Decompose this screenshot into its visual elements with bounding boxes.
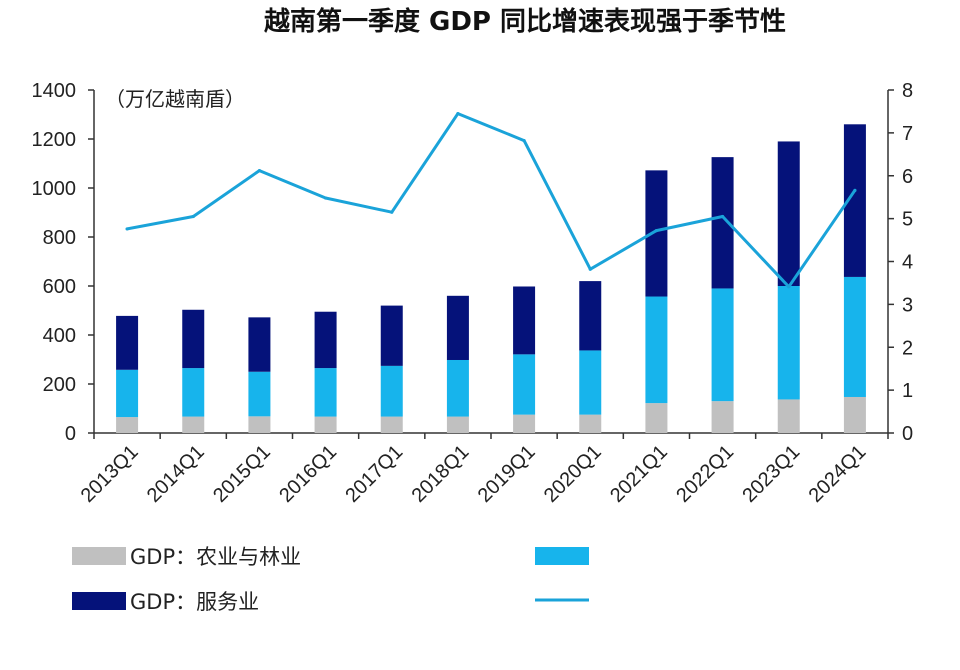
x-tick-label: 2023Q1: [738, 441, 804, 507]
bar-industry: [777, 286, 800, 400]
growth-line-point: [191, 214, 195, 219]
x-tick-label: 2013Q1: [77, 441, 143, 507]
left-tick-label: 0: [65, 423, 76, 445]
x-tick-label: 2019Q1: [474, 441, 540, 507]
left-tick-label: 800: [43, 227, 76, 249]
bar-industry: [513, 354, 536, 415]
growth-line-point: [522, 138, 526, 143]
left-tick-label: 400: [43, 325, 76, 347]
bar-services: [843, 124, 866, 277]
bar-agriculture: [248, 416, 271, 433]
x-tick-label: 2024Q1: [805, 441, 871, 507]
bar-industry: [248, 371, 271, 417]
bar-agriculture: [513, 414, 536, 433]
left-tick-label: 200: [43, 374, 76, 396]
bar-industry: [182, 368, 205, 417]
bars: [116, 124, 866, 433]
right-tick-label: 7: [902, 123, 913, 145]
bar-services: [314, 311, 337, 369]
bar-agriculture: [446, 416, 469, 433]
left-tick-label: 600: [43, 276, 76, 298]
growth-line-layer: [125, 111, 857, 289]
bar-agriculture: [645, 403, 668, 433]
legend-label-services: GDP：服务业: [130, 590, 259, 614]
legend-swatch-services: [72, 592, 126, 610]
growth-line-point: [257, 169, 262, 173]
right-tick-label: 0: [902, 423, 913, 445]
legend-swatch-industry: [535, 547, 589, 565]
bar-services: [116, 315, 139, 370]
bar-services: [182, 309, 205, 369]
bar-agriculture: [711, 401, 734, 433]
growth-line-point: [654, 229, 659, 233]
axes: 0 200 400 600 800 1000 1200 1400 0 1 2 3 4 5 6 7 8: [32, 80, 914, 445]
x-tick-label: 2015Q1: [209, 441, 275, 507]
growth-line-point: [125, 227, 129, 231]
bar-services: [380, 305, 403, 366]
right-tick-label: 5: [902, 209, 913, 231]
bar-agriculture: [116, 417, 139, 433]
bar-industry: [711, 288, 734, 402]
x-tick-label: 2014Q1: [143, 441, 209, 507]
legend: GDP：农业与林业 GDP：服务业: [72, 545, 589, 614]
x-tick-label: 2017Q1: [341, 441, 407, 507]
bar-industry: [645, 296, 668, 404]
bar-agriculture: [579, 414, 602, 433]
right-tick-label: 6: [902, 166, 913, 188]
bar-services: [248, 317, 271, 372]
growth-line-point: [787, 285, 791, 289]
left-tick-label: 1000: [32, 178, 77, 200]
growth-line-point: [853, 188, 857, 192]
bar-services: [446, 295, 469, 360]
bar-services: [579, 281, 602, 351]
bar-industry: [314, 368, 337, 417]
bar-industry: [579, 350, 602, 415]
bar-services: [513, 286, 536, 355]
unit-label: （万亿越南盾）: [105, 87, 245, 111]
x-tick-label: 2016Q1: [275, 441, 341, 507]
bar-services: [777, 141, 800, 286]
bar-industry: [843, 276, 866, 397]
x-tick-label: 2018Q1: [408, 441, 474, 507]
right-tick-label: 3: [902, 294, 913, 316]
x-tick-label: 2021Q1: [606, 441, 672, 507]
bar-services: [645, 170, 668, 297]
bar-agriculture: [314, 416, 337, 433]
right-tick-label: 2: [902, 337, 913, 359]
left-tick-label: 1200: [32, 129, 77, 151]
growth-line-point: [720, 214, 725, 219]
x-tick-label: 2022Q1: [672, 441, 738, 507]
left-tick-label: 1400: [32, 80, 77, 102]
growth-line: [126, 112, 857, 289]
growth-line-point: [390, 210, 394, 214]
growth-line-point: [456, 111, 460, 116]
right-tick-label: 8: [902, 80, 913, 102]
bar-industry: [446, 359, 469, 417]
growth-line-point: [588, 267, 592, 271]
bar-agriculture: [182, 416, 205, 433]
chart-title: 越南第一季度 GDP 同比增速表现强于季节性: [264, 6, 786, 37]
right-tick-label: 4: [902, 252, 913, 274]
bar-industry: [116, 369, 139, 418]
growth-line-point: [323, 196, 328, 200]
x-tick-labels: 2013Q1 2014Q1 2015Q1 2016Q1 2017Q1 2018Q1 2019…: [77, 441, 871, 507]
legend-label-agriculture: GDP：农业与林业: [130, 545, 301, 569]
bar-services: [711, 157, 734, 289]
x-tick-label: 2020Q1: [540, 441, 606, 507]
bar-agriculture: [777, 399, 800, 433]
legend-swatch-agriculture: [72, 547, 126, 565]
bar-agriculture: [380, 416, 403, 433]
bar-industry: [380, 365, 403, 417]
bar-agriculture: [843, 396, 866, 433]
right-tick-label: 1: [902, 380, 913, 402]
